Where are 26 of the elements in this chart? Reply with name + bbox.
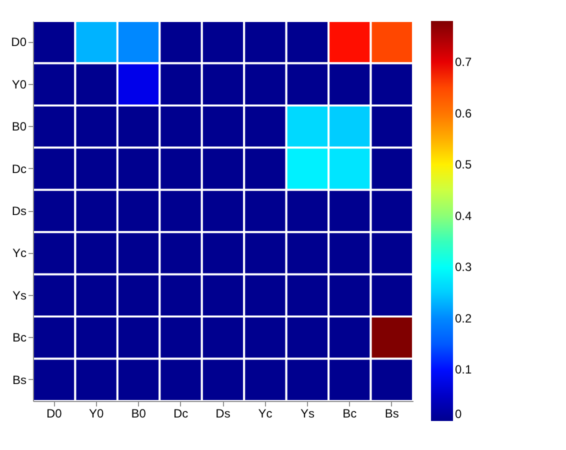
color-bar-label: 0.4 [455,208,472,223]
y-tick-label: Bs [12,372,26,387]
x-tick-label: D0 [46,406,62,420]
color-bar-label: 0 [455,407,462,421]
color-bar-label: 0.6 [455,106,472,120]
y-tick-label: Dc [12,162,26,176]
x-tick-label: Ds [216,406,230,420]
x-tick-label: B0 [131,406,146,420]
x-tick-label: Y0 [88,406,104,420]
color-bar-label: 0.7 [455,55,472,70]
y-tick-label: Ys [12,288,26,302]
x-tick-label: Yc [258,406,272,420]
y-tick-label: Bc [12,330,26,345]
y-tick-label: Ds [12,204,26,218]
color-bar-label: 0.3 [455,260,472,274]
color-bar-label: 0.1 [455,362,472,377]
x-tick-label: Ys [300,406,314,420]
x-tick-label: Bs [384,406,399,420]
y-tick-label: Y0 [12,77,27,92]
color-bar-label: 0.5 [455,158,472,172]
x-tick-label: Bc [342,406,357,420]
x-tick-label: Dc [173,406,188,420]
y-tick-label: D0 [11,35,27,50]
y-tick-label: B0 [12,120,27,134]
y-tick-label: Yc [12,246,26,260]
color-bar-label: 0.2 [455,311,472,326]
